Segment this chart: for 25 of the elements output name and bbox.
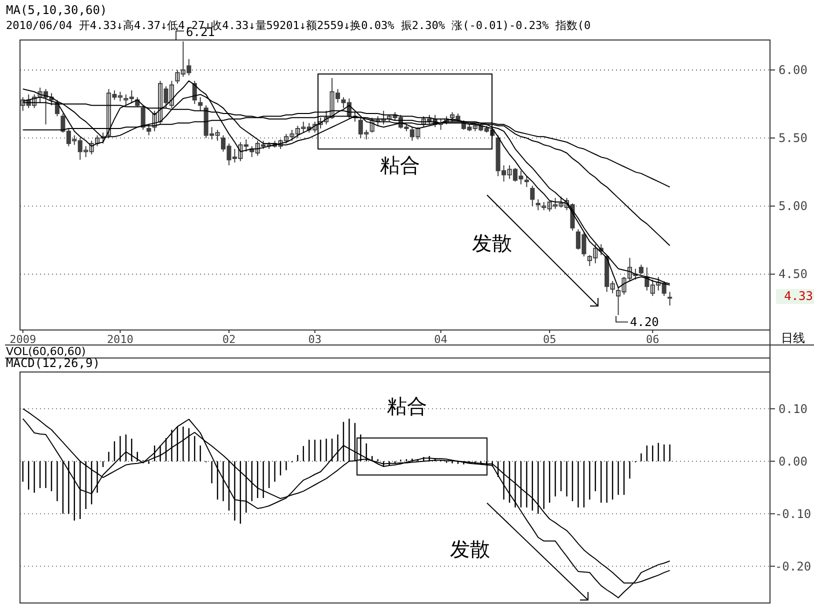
x-tick-label: 04 [434,333,448,346]
annotation: 粘合 [387,394,427,418]
y-tick-label: 5.50 [778,131,808,146]
y-tick-label: 0.10 [778,402,808,416]
x-tick-label: 06 [646,333,660,346]
y-tick-label: 4.50 [778,267,808,282]
x-tick-label: 2010 [106,333,134,346]
y-tick-label: 6.00 [778,62,808,77]
y-tick-label: -0.10 [774,506,812,521]
annotation: 发散 [472,231,512,255]
text: 4.33 [784,289,813,303]
annotation: 4.20 [630,315,659,329]
y-tick-label: 0.00 [778,454,808,468]
x-tick-label: 05 [542,333,556,346]
text: 日线 [781,331,805,345]
x-tick-label: 2009 [10,333,36,346]
x-tick-label: 02 [222,333,236,346]
chart-title: MA(5,10,30,60) [6,3,108,17]
x-tick-label: 03 [308,333,322,346]
y-tick-label: 5.00 [778,199,808,214]
text: VOL(60,60,60) [6,345,86,358]
annotation: 粘合 [380,153,420,177]
annotation: 发散 [450,537,490,561]
y-tick-label: -0.20 [774,559,812,574]
chart-title: MACD(12,26,9) [6,356,100,370]
